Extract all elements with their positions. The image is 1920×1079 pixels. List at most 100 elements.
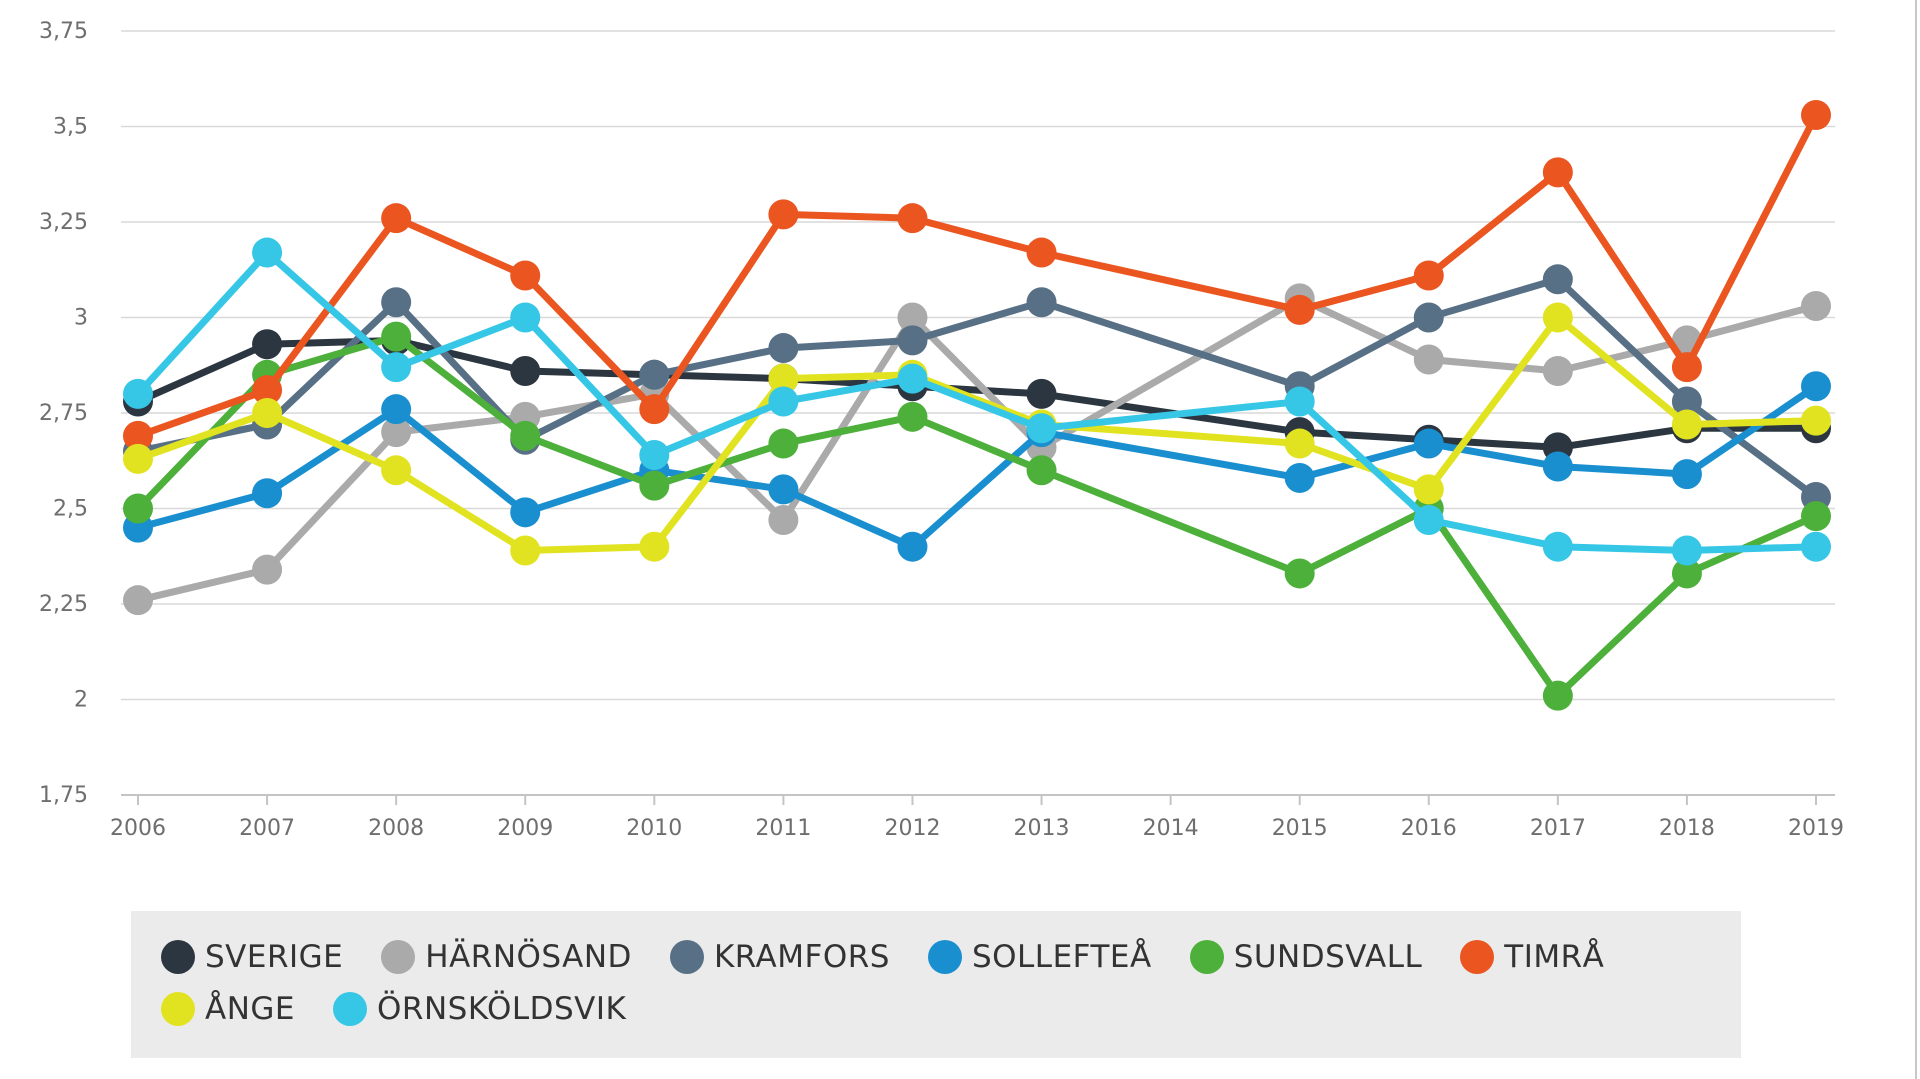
data-point[interactable] — [1413, 260, 1444, 291]
legend-item-timrå[interactable]: TIMRÅ — [1460, 935, 1604, 979]
data-point[interactable] — [1026, 413, 1057, 444]
legend-item-örnsköldsvik[interactable]: ÖRNSKÖLDSVIK — [333, 987, 626, 1031]
data-point[interactable] — [510, 355, 541, 386]
data-point[interactable] — [1801, 371, 1831, 402]
data-point[interactable] — [639, 470, 670, 501]
data-point[interactable] — [897, 363, 928, 394]
data-point[interactable] — [768, 333, 799, 364]
data-point[interactable] — [1026, 378, 1057, 409]
legend-label: HÄRNÖSAND — [425, 939, 632, 975]
data-point[interactable] — [510, 535, 541, 566]
data-point[interactable] — [381, 203, 412, 234]
data-point[interactable] — [1671, 386, 1702, 417]
data-point[interactable] — [897, 531, 928, 562]
x-tick-label: 2006 — [110, 816, 166, 841]
legend-label: ÅNGE — [205, 991, 296, 1027]
data-point[interactable] — [1284, 294, 1315, 325]
data-point[interactable] — [1026, 237, 1057, 268]
data-point[interactable] — [123, 585, 153, 616]
data-point[interactable] — [252, 398, 283, 428]
data-point[interactable] — [768, 386, 799, 417]
x-tick-label: 2010 — [626, 816, 682, 841]
data-point[interactable] — [510, 497, 541, 528]
data-point[interactable] — [1542, 355, 1573, 386]
legend-swatch-icon — [161, 940, 195, 974]
data-point[interactable] — [123, 443, 153, 474]
data-point[interactable] — [1801, 291, 1831, 322]
data-point[interactable] — [123, 420, 153, 451]
data-point[interactable] — [1284, 558, 1315, 589]
panel-border — [1915, 0, 1917, 1079]
data-point[interactable] — [252, 329, 283, 360]
data-point[interactable] — [768, 504, 799, 535]
data-point[interactable] — [639, 394, 670, 425]
data-point[interactable] — [381, 455, 412, 486]
data-point[interactable] — [639, 359, 670, 390]
legend-label: SVERIGE — [205, 939, 344, 975]
data-point[interactable] — [768, 363, 799, 394]
data-point[interactable] — [1801, 501, 1831, 532]
y-tick-label: 3,75 — [39, 19, 88, 44]
data-point[interactable] — [252, 554, 283, 585]
data-point[interactable] — [1801, 100, 1831, 131]
data-point[interactable] — [1542, 531, 1573, 562]
data-point[interactable] — [768, 474, 799, 505]
data-point[interactable] — [1284, 428, 1315, 459]
data-point[interactable] — [768, 199, 799, 230]
data-point[interactable] — [1284, 386, 1315, 417]
data-point[interactable] — [1542, 302, 1573, 333]
data-point[interactable] — [252, 478, 283, 509]
data-point[interactable] — [510, 302, 541, 333]
x-axis: 2006 2007 2008 2009 2010 2011 2012 2013 2014 2015… — [110, 794, 1844, 841]
legend-item-sverige[interactable]: SVERIGE — [161, 935, 343, 979]
data-point[interactable] — [1284, 462, 1315, 493]
data-point[interactable] — [1542, 264, 1573, 295]
x-tick-label: 2015 — [1272, 816, 1328, 841]
legend-item-ånge[interactable]: ÅNGE — [161, 987, 295, 1031]
legend-item-sollefteå[interactable]: SOLLEFTEÅ — [927, 935, 1152, 979]
legend-item-kramfors[interactable]: KRAMFORS — [669, 935, 890, 979]
data-point[interactable] — [1542, 451, 1573, 482]
data-point[interactable] — [1671, 352, 1702, 383]
data-point[interactable] — [1671, 535, 1702, 566]
data-point[interactable] — [252, 237, 283, 268]
legend-swatch-icon — [669, 940, 704, 974]
data-point[interactable] — [123, 378, 153, 409]
data-point[interactable] — [381, 394, 412, 425]
data-point[interactable] — [510, 260, 541, 291]
data-point[interactable] — [381, 352, 412, 383]
data-point[interactable] — [1671, 558, 1702, 589]
y-tick-label: 3 — [74, 306, 88, 331]
data-point[interactable] — [1413, 428, 1444, 459]
legend-label: ÖRNSKÖLDSVIK — [377, 991, 627, 1027]
data-point[interactable] — [639, 531, 670, 562]
data-point[interactable] — [1542, 680, 1573, 711]
data-point[interactable] — [123, 493, 153, 524]
data-point[interactable] — [1413, 474, 1444, 505]
data-point[interactable] — [1413, 344, 1444, 375]
data-point[interactable] — [639, 440, 670, 471]
data-point[interactable] — [510, 420, 541, 451]
data-point[interactable] — [1671, 409, 1702, 440]
data-point[interactable] — [768, 428, 799, 459]
data-point[interactable] — [381, 417, 412, 448]
data-point[interactable] — [897, 325, 928, 356]
data-point[interactable] — [252, 375, 283, 406]
data-point[interactable] — [1026, 287, 1057, 318]
data-point[interactable] — [1801, 531, 1831, 562]
data-point[interactable] — [897, 203, 928, 234]
legend-item-härnösand[interactable]: HÄRNÖSAND — [381, 935, 632, 979]
data-point[interactable] — [381, 321, 412, 352]
data-point[interactable] — [1801, 405, 1831, 436]
legend-item-sundsvall[interactable]: SUNDSVALL — [1189, 935, 1423, 979]
data-point[interactable] — [1413, 504, 1444, 535]
data-point[interactable] — [381, 287, 412, 318]
data-point[interactable] — [897, 302, 928, 333]
data-point[interactable] — [1542, 157, 1573, 188]
series-lines — [123, 100, 1831, 711]
data-point[interactable] — [1413, 302, 1444, 333]
data-point[interactable] — [897, 401, 928, 432]
data-point[interactable] — [1671, 459, 1702, 490]
data-point[interactable] — [1026, 455, 1057, 486]
legend-swatch-icon — [381, 940, 416, 974]
